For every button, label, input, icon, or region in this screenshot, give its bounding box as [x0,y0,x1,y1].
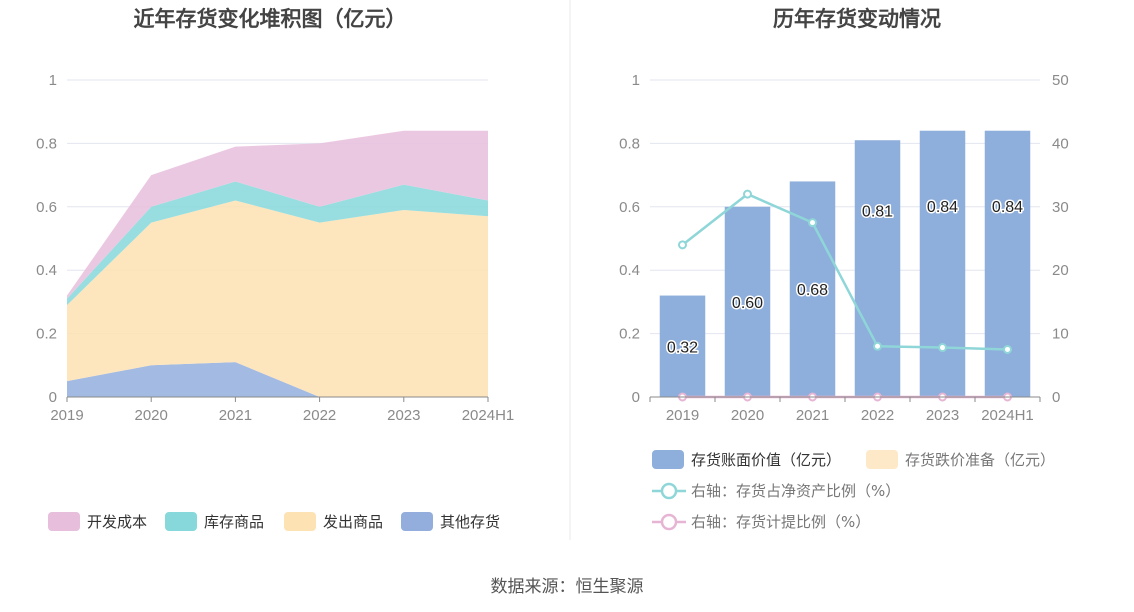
inventory-bar [854,140,901,398]
inventory-bar [919,130,966,397]
legend-label: 右轴：存货占净资产比例（%） [691,482,900,500]
legend-marker [660,482,678,500]
left-legend[interactable]: 开发成本 库存商品 发出商品 其他存货 [48,512,500,531]
legend-swatch [866,450,898,469]
right-x-tick-label: 2021 [796,407,829,424]
left-area-series [67,130,488,397]
left-axes: 0 0.2 0.4 0.6 0.8 1 2019 2020 2021 2022 2023 2024H1 [36,72,514,424]
inventory-bar [659,295,706,397]
inventory-bar [984,130,1031,397]
legend-swatch [652,450,684,469]
right-y2-tick-label: 50 [1052,72,1069,89]
legend-label: 发出商品 [323,513,383,531]
left-legend-item[interactable]: 其他存货 [401,512,500,531]
net-asset-ratio-point [678,240,687,250]
legend-swatch [48,512,80,531]
legend-swatch [165,512,197,531]
left-legend-item[interactable]: 发出商品 [284,512,383,531]
net-asset-ratio-line [681,192,1008,351]
legend-swatch [401,512,433,531]
net-asset-ratio-point [873,341,882,351]
bar-data-label: 0.84 [927,199,958,216]
right-chart-title: 历年存货变动情况 [773,7,941,31]
left-y-tick-label: 0 [49,389,57,406]
right-bar-series [659,130,1031,398]
bar-data-label: 0.32 [667,339,698,356]
left-y-tick-label: 0.2 [36,326,57,343]
right-y2-tick-label: 10 [1052,326,1069,343]
legend-marker [660,513,678,531]
left-y-tick-label: 0.6 [36,199,57,216]
bar-data-label: 0.68 [797,282,828,299]
left-legend-item[interactable]: 库存商品 [165,512,264,531]
bar-line-chart: 历年存货变动情况 0.320.600.680.81 0.84 0.84 00.20.… [619,7,1069,531]
legend-label: 开发成本 [87,513,147,531]
bar-data-label: 0.81 [862,204,893,221]
net-asset-ratio-point [938,343,947,353]
left-y-tick-label: 0.8 [36,135,57,152]
bar-data-label: 0.60 [732,295,763,312]
legend-label: 存货跌价准备（亿元） [905,451,1055,469]
right-x-tick-label: 2022 [861,407,894,424]
legend-label: 右轴：存货计提比例（%） [691,513,870,531]
data-source: 数据来源：恒生聚源 [491,577,644,597]
left-x-tick-label: 2021 [219,407,252,424]
legend-label: 存货账面价值（亿元） [691,451,841,469]
right-legend-item[interactable]: 存货账面价值（亿元） [652,450,841,469]
right-x-tick-label: 2019 [666,407,699,424]
right-bar-labels: 0.32 0.60 0.68 0.81 0.84 0.84 [665,197,1024,357]
left-x-tick-label: 2022 [303,407,336,424]
legend-label: 库存商品 [204,513,264,531]
right-y2-tick-label: 0 [1052,389,1060,406]
inventory-bar [789,181,836,397]
net-asset-ratio-point [808,218,817,228]
right-legend-item[interactable]: 右轴：存货占净资产比例（%） [652,482,900,500]
right-legend-item[interactable]: 右轴：存货计提比例（%） [652,513,870,531]
right-y-tick-label: 0.4 [619,262,640,279]
legend-label: 其他存货 [440,513,500,531]
left-legend-item[interactable]: 开发成本 [48,512,147,531]
left-x-tick-label: 2024H1 [462,407,515,424]
right-legend-item[interactable]: 存货跌价准备（亿元） [866,450,1055,469]
area-series-3 [67,130,488,299]
left-x-tick-label: 2020 [135,407,168,424]
right-y2-tick-label: 20 [1052,262,1069,279]
net-asset-ratio-point [743,189,752,199]
right-y-tick-label: 0.8 [619,135,640,152]
bar-data-label: 0.84 [992,199,1023,216]
legend-swatch [284,512,316,531]
inventory-bar [724,206,771,397]
right-y2-tick-label: 40 [1052,135,1069,152]
left-x-tick-label: 2023 [387,407,420,424]
area-series-1 [67,200,488,397]
right-y-tick-label: 0.2 [619,326,640,343]
left-y-tick-label: 1 [49,72,57,89]
left-chart-title: 近年存货变化堆积图（亿元） [134,7,407,31]
left-y-tick-label: 0.4 [36,262,57,279]
right-gridlines [650,79,1040,335]
right-x-tick-label: 2024H1 [981,407,1034,424]
stacked-area-chart: 近年存货变化堆积图（亿元） 0 0.2 0.4 0.6 0.8 1 2019 2020 2021… [36,7,514,531]
right-y-tick-label: 1 [632,72,640,89]
net-asset-ratio-point [1003,344,1012,354]
right-y-tick-label: 0.6 [619,199,640,216]
right-x-tick-label: 2023 [926,407,959,424]
right-y2-tick-label: 30 [1052,199,1069,216]
right-legend[interactable]: 存货账面价值（亿元） 存货跌价准备（亿元） 右轴：存货占净资产比例（%） 右轴：存货计… [652,450,1055,531]
area-series-2 [67,181,488,306]
right-y-tick-label: 0 [632,389,640,406]
right-x-tick-label: 2020 [731,407,764,424]
left-x-tick-label: 2019 [50,407,83,424]
